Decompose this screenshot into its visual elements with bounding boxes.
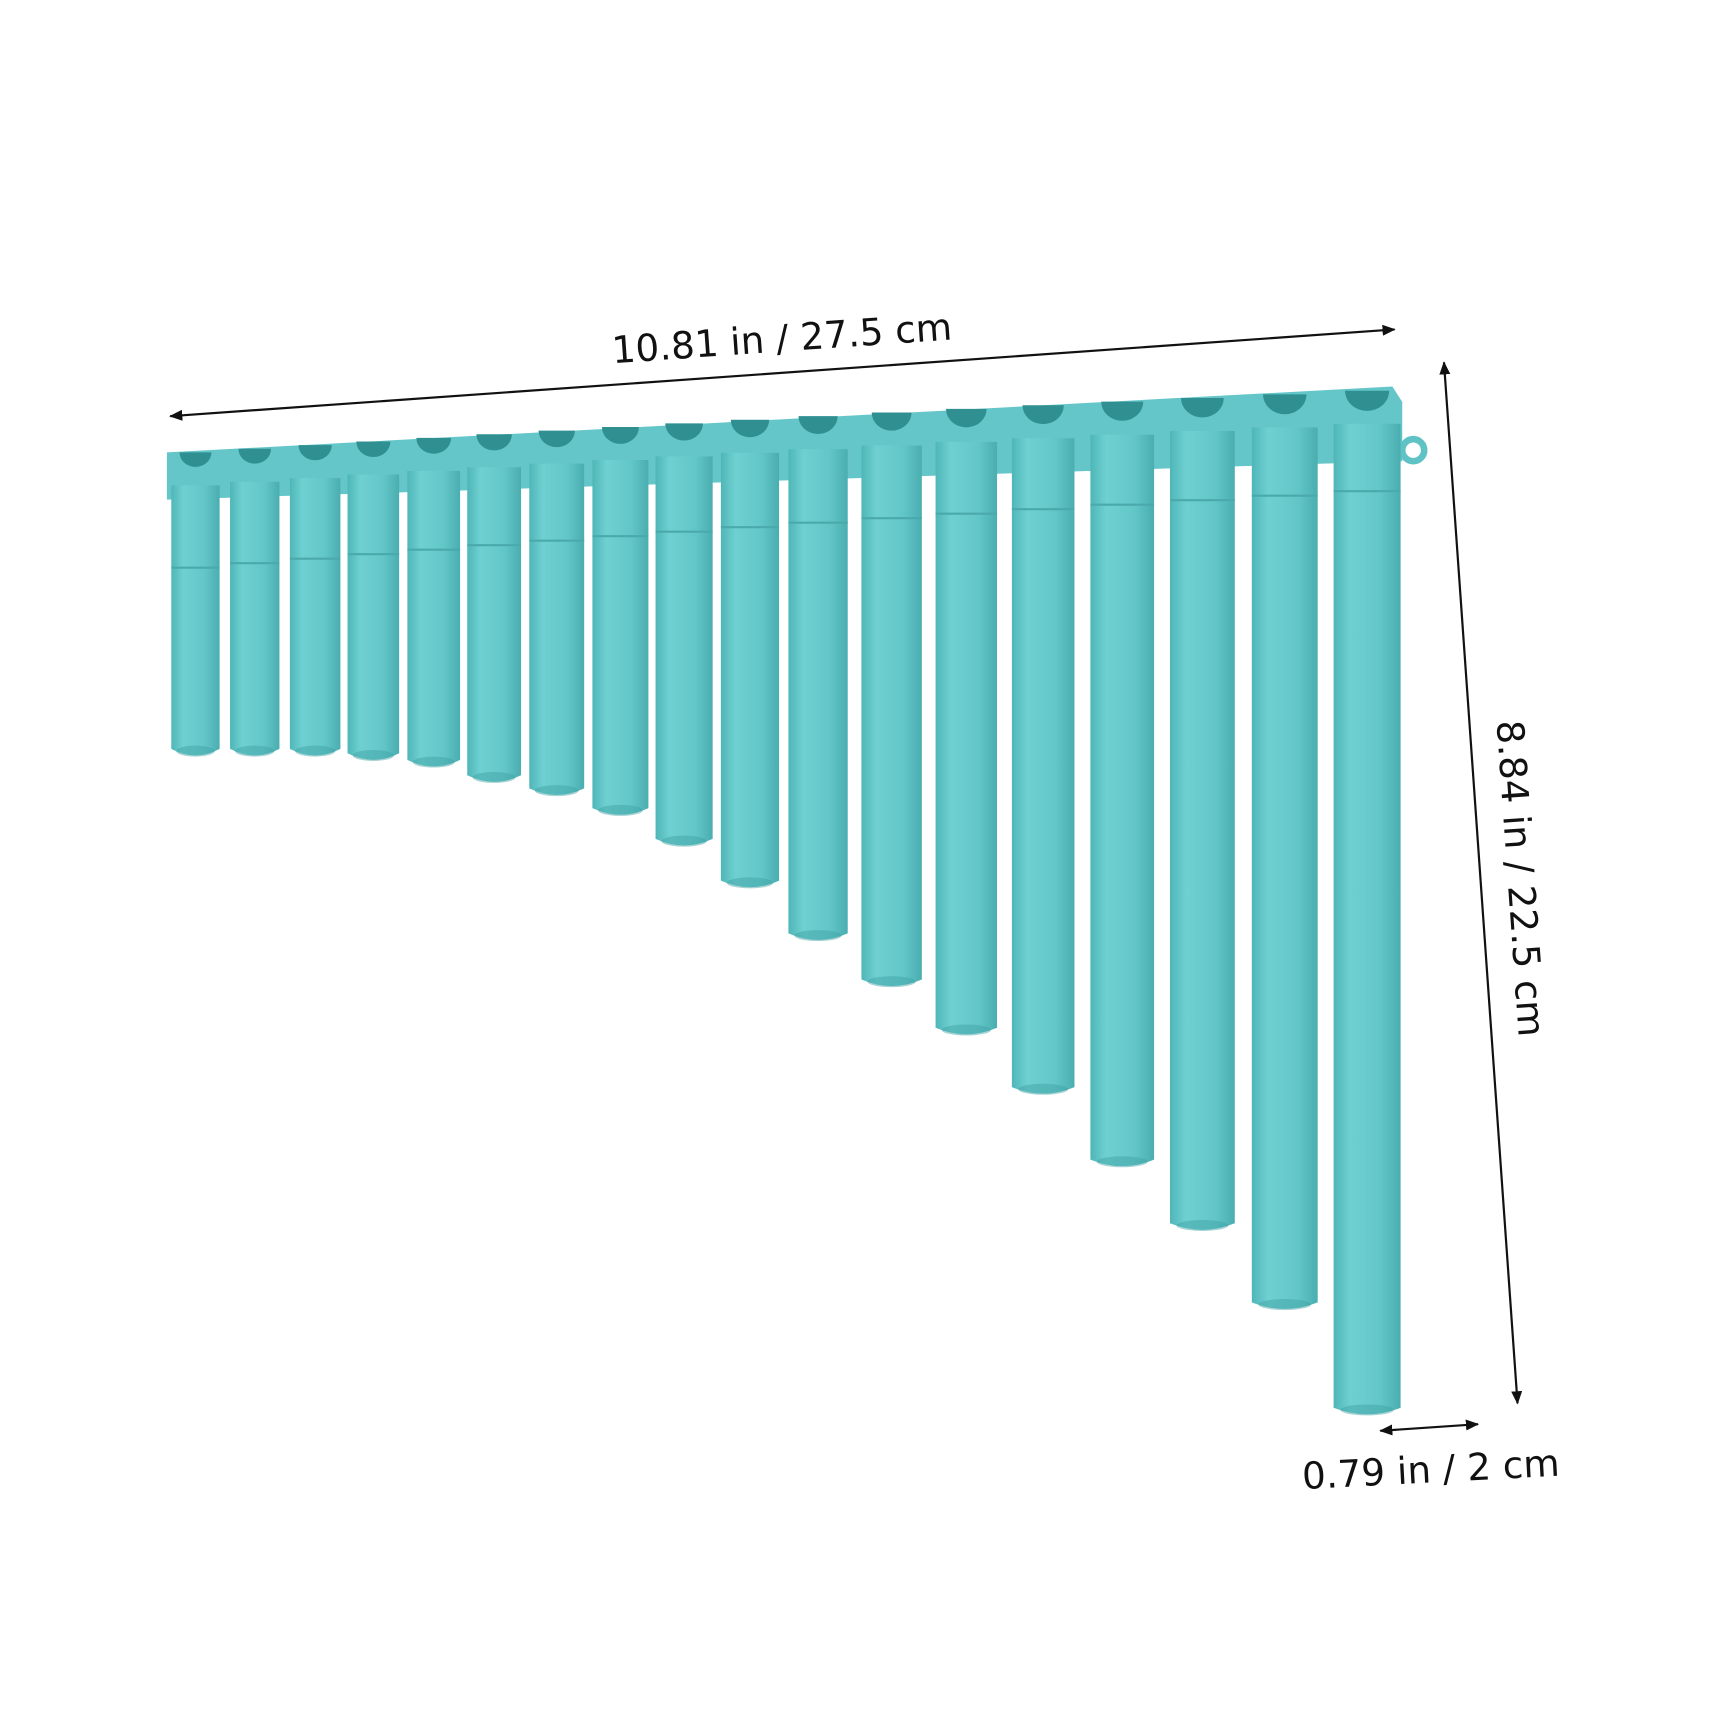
pipe-end: [176, 745, 215, 757]
pipe: [289, 478, 341, 756]
mouthpiece: [665, 423, 703, 441]
pipe-end: [1340, 1404, 1394, 1416]
pipe-end: [1096, 1156, 1148, 1168]
pipe: [230, 481, 280, 756]
diameter-label: 0.79 in / 2 cm: [1301, 1441, 1561, 1498]
pipe: [467, 467, 522, 782]
pipe-end: [1258, 1299, 1312, 1311]
pipe: [347, 474, 400, 760]
pipe: [171, 485, 220, 756]
mouthpiece: [179, 452, 212, 467]
width-label: 10.81 in / 27.5 cm: [610, 305, 953, 373]
height-label: 8.84 in / 22.5 cm: [1488, 719, 1554, 1038]
mouthpiece: [238, 448, 272, 464]
pipe-end: [472, 771, 516, 783]
pipe: [407, 470, 461, 767]
pipe-end: [598, 804, 643, 816]
mouthpiece: [416, 437, 452, 454]
pipe-end: [1018, 1083, 1069, 1095]
pipe: [655, 456, 713, 846]
pipe-end: [867, 976, 916, 988]
width-arrow: [169, 324, 1396, 421]
pipe: [1333, 423, 1401, 1415]
pipe-end: [352, 749, 394, 761]
mouthpiece: [538, 430, 575, 448]
pipe: [1011, 438, 1075, 1094]
pan-flute: [166, 386, 1428, 1416]
pipe-end: [294, 745, 336, 757]
pipe-end: [794, 930, 842, 942]
pipe-end: [1176, 1219, 1229, 1231]
pipe: [720, 452, 780, 888]
hang-loop: [1398, 435, 1428, 465]
pipe: [1251, 427, 1318, 1309]
height-arrow: [1439, 361, 1523, 1405]
pipe-end: [661, 835, 707, 847]
mouthpiece: [356, 441, 391, 458]
mouthpiece: [298, 445, 332, 461]
mouthpiece: [601, 427, 639, 444]
pipe: [1170, 430, 1235, 1230]
pipe: [935, 441, 998, 1035]
pipe-end: [234, 745, 275, 757]
pipe-end: [534, 785, 579, 797]
pipe: [529, 463, 585, 796]
pipe: [788, 449, 848, 940]
pipe-end: [726, 877, 774, 889]
pipe: [1090, 434, 1155, 1167]
diameter-arrow: [1379, 1419, 1480, 1436]
mouthpiece: [730, 419, 770, 438]
pipe-end: [941, 1024, 991, 1036]
mouthpiece: [476, 434, 512, 451]
pipe: [861, 445, 922, 987]
pipe-end: [412, 756, 455, 768]
pipe: [592, 459, 649, 815]
